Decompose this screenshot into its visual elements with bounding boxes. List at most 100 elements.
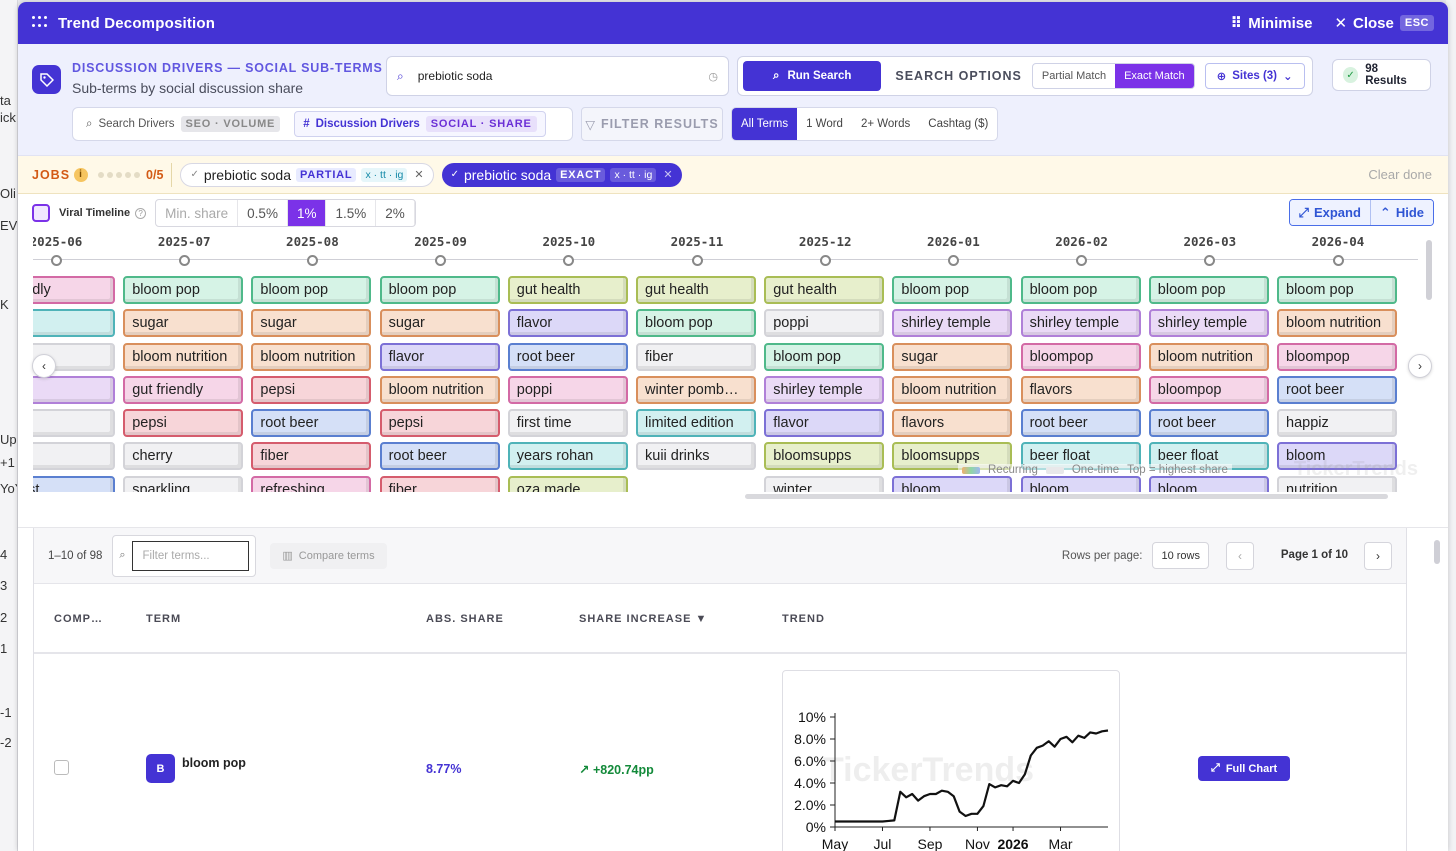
term-chip[interactable]: bloom pop [251, 276, 372, 304]
share-option-0-5[interactable]: 0.5% [238, 200, 288, 226]
column-compare[interactable]: COMP… [54, 613, 103, 625]
remove-job-icon[interactable]: ✕ [663, 169, 673, 181]
term-chip[interactable]: gut friendly [123, 375, 244, 404]
timeline-marker[interactable] [1204, 255, 1216, 266]
term-chip[interactable]: poppi [764, 309, 885, 338]
filter-all-terms[interactable]: All Terms [732, 108, 798, 140]
term-chip[interactable]: flavor [507, 309, 628, 338]
term-chip[interactable]: k [33, 375, 115, 404]
search-input[interactable]: ⌕ prebiotic soda ◷ [386, 56, 729, 96]
term-chip[interactable]: bloom [1277, 442, 1397, 471]
term-chip[interactable]: root beer [1020, 409, 1141, 438]
job-chip-active[interactable]: ✓ prebiotic soda EXACT x · tt · ig ✕ [441, 162, 682, 187]
term-chip[interactable]: sparkling [123, 475, 244, 492]
term-chip[interactable]: nutrition [1277, 475, 1397, 492]
timeline-marker[interactable] [50, 255, 62, 266]
term-chip[interactable]: bloomsupps [892, 442, 1013, 471]
job-chip[interactable]: ✓ prebiotic soda PARTIAL x · tt · ig ✕ [180, 162, 434, 187]
timeline-marker[interactable] [947, 255, 959, 266]
viral-timeline[interactable]: 2025-06 friendly mer k ored thy e test 2025-07 b… [18, 232, 1448, 504]
term-chip[interactable]: bloom pop [1148, 276, 1269, 304]
horizontal-scrollbar[interactable] [745, 494, 1388, 499]
term-chip[interactable]: ored [33, 409, 115, 438]
term-chip[interactable]: fiber [379, 475, 500, 492]
term-chip[interactable]: oza made [507, 475, 628, 492]
term-chip[interactable]: thy [33, 442, 115, 471]
term-chip[interactable]: bloomsupps [764, 442, 885, 471]
column-share-increase[interactable]: SHARE INCREASE ▼ [579, 613, 708, 625]
term-chip[interactable]: kuii drinks [636, 442, 756, 471]
term-chip[interactable]: bloom pop [1277, 276, 1397, 304]
term-chip[interactable]: bloom nutrition [251, 342, 372, 371]
term-chip[interactable]: bloom [1020, 475, 1141, 492]
term-chip[interactable]: cherry [123, 442, 244, 471]
term-chip[interactable]: bloom [1148, 475, 1269, 492]
minimise-button[interactable]: ⠿ Minimise [1230, 14, 1313, 33]
term-chip[interactable]: shirley temple [764, 375, 885, 404]
term-chip[interactable]: gut health [764, 276, 885, 304]
term-chip[interactable]: sugar [123, 309, 244, 338]
term-chip[interactable]: root beer [379, 442, 500, 471]
column-abs-share[interactable]: ABS. SHARE [426, 613, 504, 625]
full-chart-button[interactable]: ⤢ Full Chart [1198, 756, 1291, 781]
help-icon[interactable]: ? [135, 207, 147, 219]
filter-terms-input[interactable]: Filter terms... [131, 540, 250, 571]
term-chip[interactable]: limited edition [636, 409, 756, 438]
history-icon[interactable]: ◷ [708, 70, 718, 83]
term-chip[interactable]: root beer [1277, 375, 1397, 404]
table-scrollbar[interactable] [1434, 540, 1440, 564]
term-chip[interactable]: shirley temple [1148, 309, 1269, 338]
term-chip[interactable]: winter [764, 475, 885, 492]
term-chip[interactable]: gut health [507, 276, 628, 304]
term-chip[interactable]: bloom pop [636, 309, 756, 338]
term-chip[interactable]: gut health [636, 276, 756, 304]
timeline-marker[interactable] [1332, 255, 1344, 266]
term-chip[interactable]: refreshing [251, 475, 372, 492]
share-option-2[interactable]: 2% [376, 200, 415, 226]
hide-button[interactable]: ⌃ Hide [1369, 200, 1433, 225]
info-icon[interactable]: i [74, 167, 89, 182]
term-chip[interactable]: mer [33, 309, 115, 338]
expand-button[interactable]: ⤢ Expand [1289, 200, 1370, 225]
term-chip[interactable]: flavor [379, 342, 500, 371]
partial-match-option[interactable]: Partial Match [1041, 70, 1107, 82]
term-chip[interactable]: flavors [1020, 375, 1141, 404]
scroll-right-button[interactable]: › [1408, 354, 1432, 378]
exact-match-option[interactable]: Exact Match [1115, 64, 1194, 88]
close-button[interactable]: ✕ Close ESC [1334, 14, 1434, 32]
timeline-marker[interactable] [819, 255, 831, 266]
filter-cashtag[interactable]: Cashtag ($) [928, 118, 989, 130]
tab-discussion-drivers[interactable]: # Discussion Drivers SOCIAL · SHARE [294, 111, 546, 137]
column-term[interactable]: TERM [146, 613, 182, 625]
filter-2-plus-words[interactable]: 2+ Words [860, 118, 911, 130]
timeline-marker[interactable] [691, 255, 703, 266]
term-chip[interactable]: pepsi [123, 409, 244, 438]
term-chip[interactable]: bloom pop [764, 342, 885, 371]
term-chip[interactable]: root beer [507, 342, 628, 371]
term-chip[interactable]: shirley temple [892, 309, 1013, 338]
tab-search-drivers[interactable]: ⌕ Search Drivers SEO · VOLUME [78, 111, 288, 137]
timeline-marker[interactable] [435, 255, 447, 266]
remove-job-icon[interactable]: ✕ [414, 169, 424, 181]
term-chip[interactable]: poppi [507, 375, 628, 404]
term-chip[interactable]: bloom [892, 475, 1013, 492]
next-page-button[interactable]: › [1364, 542, 1392, 570]
term-chip[interactable]: bloom pop [892, 276, 1013, 304]
share-option-1[interactable]: 1% [287, 200, 327, 226]
timeline-marker[interactable] [1076, 255, 1088, 266]
timeline-marker[interactable] [178, 255, 190, 266]
term-chip[interactable]: sugar [892, 342, 1013, 371]
title-bar[interactable]: Trend Decomposition ⠿ Minimise ✕ Close ESC [18, 2, 1448, 44]
compare-terms-button[interactable]: ▥ Compare terms [270, 542, 387, 569]
term-chip[interactable]: flavor [764, 409, 885, 438]
scroll-left-button[interactable]: ‹ [32, 354, 56, 378]
term-chip[interactable]: friendly [33, 276, 115, 304]
term-chip[interactable]: flavors [892, 409, 1013, 438]
term-chip[interactable]: bloompop [1020, 342, 1141, 371]
term-chip[interactable]: bloom nutrition [123, 342, 244, 371]
share-option-1-5[interactable]: 1.5% [326, 200, 377, 226]
drag-grid-icon[interactable] [32, 16, 48, 30]
term-chip[interactable]: happiz [1277, 409, 1397, 438]
term-chip[interactable]: bloom nutrition [1148, 342, 1269, 371]
term-chip[interactable]: bloom nutrition [1277, 309, 1397, 338]
